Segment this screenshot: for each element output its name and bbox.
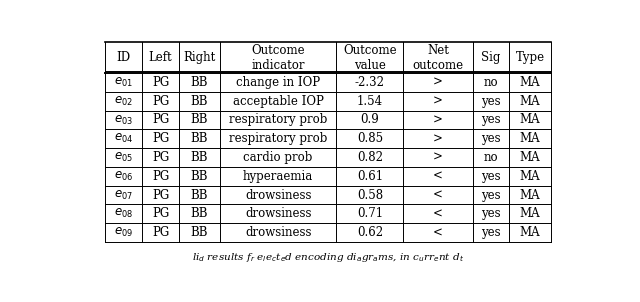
Text: yes: yes [481,95,500,108]
Text: PG: PG [152,132,169,145]
Text: drowsiness: drowsiness [245,188,312,202]
Text: >: > [433,76,443,89]
Text: BB: BB [191,76,208,89]
Text: Type: Type [516,51,545,64]
Text: MA: MA [520,114,540,127]
Text: PG: PG [152,151,169,164]
Text: Outcome
value: Outcome value [343,43,397,72]
Text: MA: MA [520,132,540,145]
Text: $e_{06}$: $e_{06}$ [114,170,133,183]
Text: $e_{08}$: $e_{08}$ [114,207,133,220]
Text: MA: MA [520,76,540,89]
Text: Net
outcome: Net outcome [413,43,463,72]
Text: acceptable IOP: acceptable IOP [233,95,324,108]
Text: BB: BB [191,132,208,145]
Text: no: no [484,151,499,164]
Text: <: < [433,170,443,183]
Text: yes: yes [481,207,500,220]
Text: Sig: Sig [481,51,500,64]
Text: MA: MA [520,151,540,164]
Text: respiratory prob: respiratory prob [229,114,327,127]
Text: BB: BB [191,170,208,183]
Text: drowsiness: drowsiness [245,207,312,220]
Text: PG: PG [152,226,169,239]
Text: ID: ID [116,51,131,64]
Text: <: < [433,207,443,220]
Text: PG: PG [152,170,169,183]
Text: 0.85: 0.85 [357,132,383,145]
Text: 0.9: 0.9 [360,114,380,127]
Text: PG: PG [152,114,169,127]
Text: -2.32: -2.32 [355,76,385,89]
Text: >: > [433,151,443,164]
Text: MA: MA [520,226,540,239]
Text: 0.61: 0.61 [357,170,383,183]
Text: Outcome
indicator: Outcome indicator [252,43,305,72]
Text: MA: MA [520,207,540,220]
Text: $e_{07}$: $e_{07}$ [114,188,133,202]
Text: BB: BB [191,207,208,220]
Text: $e_{09}$: $e_{09}$ [114,226,133,239]
Text: li$_{\mathit{d}}$ results f$_r$ e$_l$e$_c$t$_e$d encoding di$_a$gr$_a$ms, in c$_: li$_{\mathit{d}}$ results f$_r$ e$_l$e$_… [192,251,464,264]
Text: yes: yes [481,114,500,127]
Text: $e_{05}$: $e_{05}$ [114,151,133,164]
Text: yes: yes [481,188,500,202]
Text: PG: PG [152,76,169,89]
Text: 0.82: 0.82 [357,151,383,164]
Text: $e_{04}$: $e_{04}$ [114,132,133,145]
Text: BB: BB [191,188,208,202]
Text: cardio prob: cardio prob [243,151,313,164]
Text: <: < [433,226,443,239]
Text: 0.71: 0.71 [357,207,383,220]
Text: no: no [484,76,499,89]
Text: drowsiness: drowsiness [245,226,312,239]
Text: BB: BB [191,95,208,108]
Text: change in IOP: change in IOP [236,76,320,89]
Text: >: > [433,114,443,127]
Text: >: > [433,95,443,108]
Text: Right: Right [184,51,216,64]
Text: $e_{01}$: $e_{01}$ [114,76,133,89]
Text: 1.54: 1.54 [357,95,383,108]
Text: hyperaemia: hyperaemia [243,170,313,183]
Text: $e_{03}$: $e_{03}$ [114,114,133,127]
Text: MA: MA [520,188,540,202]
Text: 0.62: 0.62 [357,226,383,239]
Text: Left: Left [148,51,172,64]
Text: <: < [433,188,443,202]
Text: yes: yes [481,132,500,145]
Text: BB: BB [191,114,208,127]
Text: PG: PG [152,188,169,202]
Text: PG: PG [152,95,169,108]
Text: yes: yes [481,226,500,239]
Text: BB: BB [191,226,208,239]
Text: PG: PG [152,207,169,220]
Text: BB: BB [191,151,208,164]
Text: yes: yes [481,170,500,183]
Text: 0.58: 0.58 [357,188,383,202]
Text: MA: MA [520,170,540,183]
Text: >: > [433,132,443,145]
Text: respiratory prob: respiratory prob [229,132,327,145]
Text: $e_{02}$: $e_{02}$ [114,95,133,108]
Text: MA: MA [520,95,540,108]
